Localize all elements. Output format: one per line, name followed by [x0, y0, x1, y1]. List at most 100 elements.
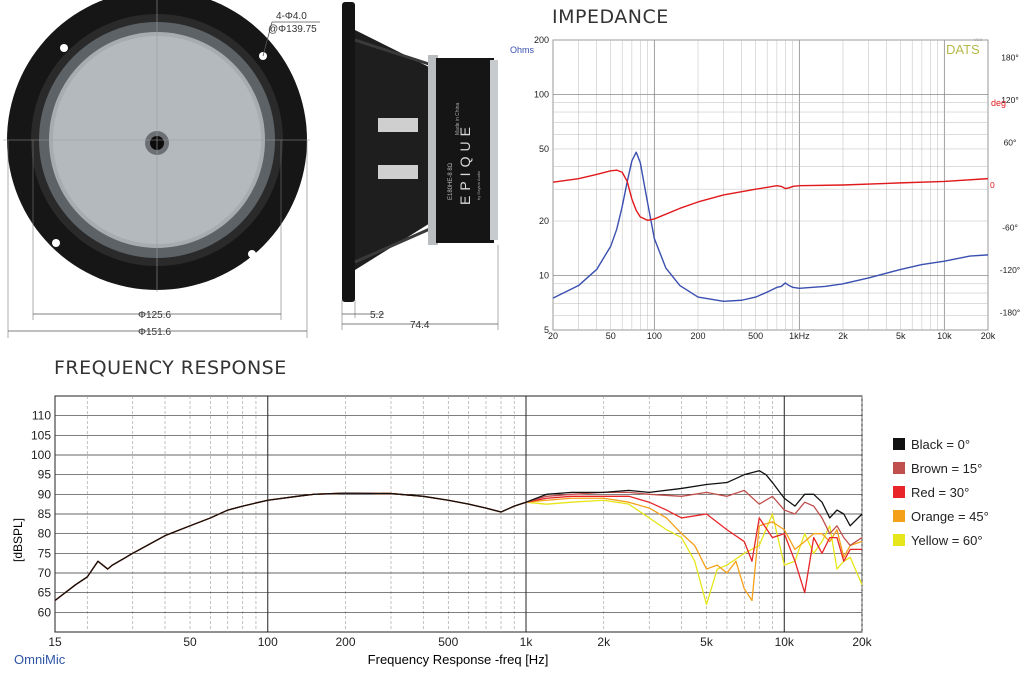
impedance-x-tick-label: 5k [896, 331, 906, 341]
made-in-label: Made in China [455, 103, 461, 135]
legend-label: Brown = 15° [911, 461, 982, 476]
basket-spoke [354, 38, 433, 67]
dim-flange-label: 5.2 [370, 310, 384, 321]
fr-y-tick-label: 75 [38, 546, 52, 560]
impedance-x-tick-label: 1kHz [789, 331, 810, 341]
impedance-phase-tick-label: 180° [1001, 53, 1019, 63]
fr-y-axis-label: [dBSPL] [11, 518, 25, 562]
magnet [436, 58, 494, 243]
dats-version: V3.0 [974, 37, 983, 42]
front-view: 4-Φ4.0 @Φ139.75 Φ125.6 Φ151.6 [3, 0, 320, 338]
dim-depth-label: 74.4 [410, 320, 430, 331]
fr-y-tick-label: 90 [38, 487, 52, 501]
terminal [378, 118, 418, 132]
fr-series-line [54, 470, 863, 602]
legend-label: Red = 30° [911, 485, 969, 500]
impedance-plot-area [552, 39, 989, 331]
frequency-response-panel: FREQUENCY RESPONSE 15 50 100 200 500 1k 2k 5k 10… [0, 350, 1020, 678]
legend-swatch [893, 462, 905, 474]
ohms-label: Ohms [510, 45, 535, 55]
brand-label: EPIQUE [457, 122, 473, 205]
fr-y-tick-label: 110 [32, 409, 51, 423]
impedance-phase-tick-label: 60° [1004, 138, 1017, 148]
impedance-x-ticks: 20 50 100 200 500 1kHz 2k 5k 10k 20k [548, 331, 996, 341]
impedance-x-tick-label: 10k [937, 331, 952, 341]
impedance-y-tick-label: 100 [534, 89, 549, 99]
impedance-chart: 20 50 100 200 500 1kHz 2k 5k 10k 20k 510205010020… [510, 35, 1020, 341]
model-label: E180HE-8 8Ω [448, 162, 454, 200]
impedance-phase-tick-label: -180° [1000, 307, 1020, 317]
fr-legend: Black = 0° Brown = 15° Red = 30° Orange = 4… [893, 437, 989, 548]
impedance-x-tick-label: 50 [606, 331, 616, 341]
impedance-y-tick-label: 50 [539, 144, 549, 154]
impedance-x-tick-label: 20k [981, 331, 996, 341]
side-view: EPIQUE by Dayton Audio E180HE-8 8Ω Made … [341, 2, 499, 331]
fr-y-tick-label: 105 [31, 428, 51, 442]
impedance-x-tick-label: 200 [690, 331, 705, 341]
fr-x-tick-label: 15 [48, 635, 62, 649]
legend-label: Yellow = 60° [911, 533, 983, 548]
fr-series [54, 470, 863, 606]
fr-x-ticks: 15 50 100 200 500 1k 2k 5k 10k 20k [48, 635, 872, 649]
impedance-series [552, 151, 989, 303]
fr-y-tick-label: 100 [31, 448, 51, 462]
dim-cutout-label: Φ125.6 [138, 310, 171, 321]
legend-swatch [893, 486, 905, 498]
dats-watermark: DATS [946, 42, 980, 57]
phase-line [552, 169, 989, 222]
omnimic-watermark: OmniMic [14, 652, 66, 667]
fr-x-tick-label: 50 [183, 635, 197, 649]
fr-y-tick-label: 85 [38, 507, 52, 521]
fr-y-tick-label: 70 [38, 566, 52, 580]
impedance-x-tick-label: 500 [748, 331, 763, 341]
impedance-phase-zero-label: 0 [990, 180, 995, 190]
dim-pcd-label: @Φ139.75 [268, 24, 317, 35]
impedance-phase-ticks: 180° 120° 60° -60° -120° -180° 0 [990, 53, 1020, 318]
brand-sub-label: by Dayton Audio [476, 170, 481, 200]
fr-x-tick-label: 20k [852, 635, 872, 649]
impedance-phase-tick-label: -60° [1002, 222, 1018, 232]
fr-title: FREQUENCY RESPONSE [54, 357, 287, 379]
legend-label: Black = 0° [911, 437, 970, 452]
impedance-x-tick-label: 100 [647, 331, 662, 341]
legend-swatch [893, 438, 905, 450]
mount-hole [52, 239, 60, 247]
fr-grid [54, 395, 863, 633]
magnet-back-plate [490, 60, 498, 240]
legend-swatch [893, 534, 905, 546]
impedance-phase-tick-label: 120° [1001, 95, 1019, 105]
mount-hole [60, 44, 68, 52]
speaker-technical-drawing: 4-Φ4.0 @Φ139.75 Φ125.6 Φ151.6 EPIQUE by … [0, 0, 530, 345]
dim-outer-label: Φ151.6 [138, 327, 171, 338]
fr-x-tick-label: 5k [700, 635, 714, 649]
impedance-x-tick-label: 2k [838, 331, 848, 341]
mount-hole [248, 250, 256, 258]
impedance-line [552, 151, 989, 303]
phase-unit-label: deg [991, 98, 1006, 108]
fr-x-tick-label: 200 [335, 635, 355, 649]
impedance-title: IMPEDANCE [552, 6, 669, 28]
impedance-y-tick-label: 20 [539, 216, 549, 226]
fr-x-tick-label: 100 [258, 635, 278, 649]
impedance-y-ticks: 5 10 20 50 100 200 [534, 35, 549, 335]
dim-holes-label: 4-Φ4.0 [276, 11, 307, 22]
fr-x-tick-label: 500 [438, 635, 458, 649]
fr-x-tick-label: 10k [775, 635, 795, 649]
impedance-grid [552, 39, 989, 331]
side-flange [342, 2, 355, 302]
fr-x-tick-label: 1k [520, 635, 534, 649]
speaker-drawing-svg: 4-Φ4.0 @Φ139.75 Φ125.6 Φ151.6 EPIQUE by … [3, 0, 499, 338]
impedance-y-tick-label: 10 [539, 271, 549, 281]
leader-line [262, 21, 273, 57]
fr-y-tick-label: 95 [38, 468, 52, 482]
fr-x-tick-label: 2k [597, 635, 611, 649]
impedance-y-tick-label: 200 [534, 35, 549, 45]
fr-x-axis-label: Frequency Response -freq [Hz] [368, 652, 549, 667]
side-basket [355, 30, 435, 270]
legend-swatch [893, 510, 905, 522]
basket-spoke [354, 226, 433, 264]
legend-label: Orange = 45° [911, 509, 989, 524]
frequency-response-chart: 15 50 100 200 500 1k 2k 5k 10k 20k 60 65 70 75 80 85 90… [11, 395, 989, 667]
fr-y-tick-label: 60 [38, 605, 52, 619]
